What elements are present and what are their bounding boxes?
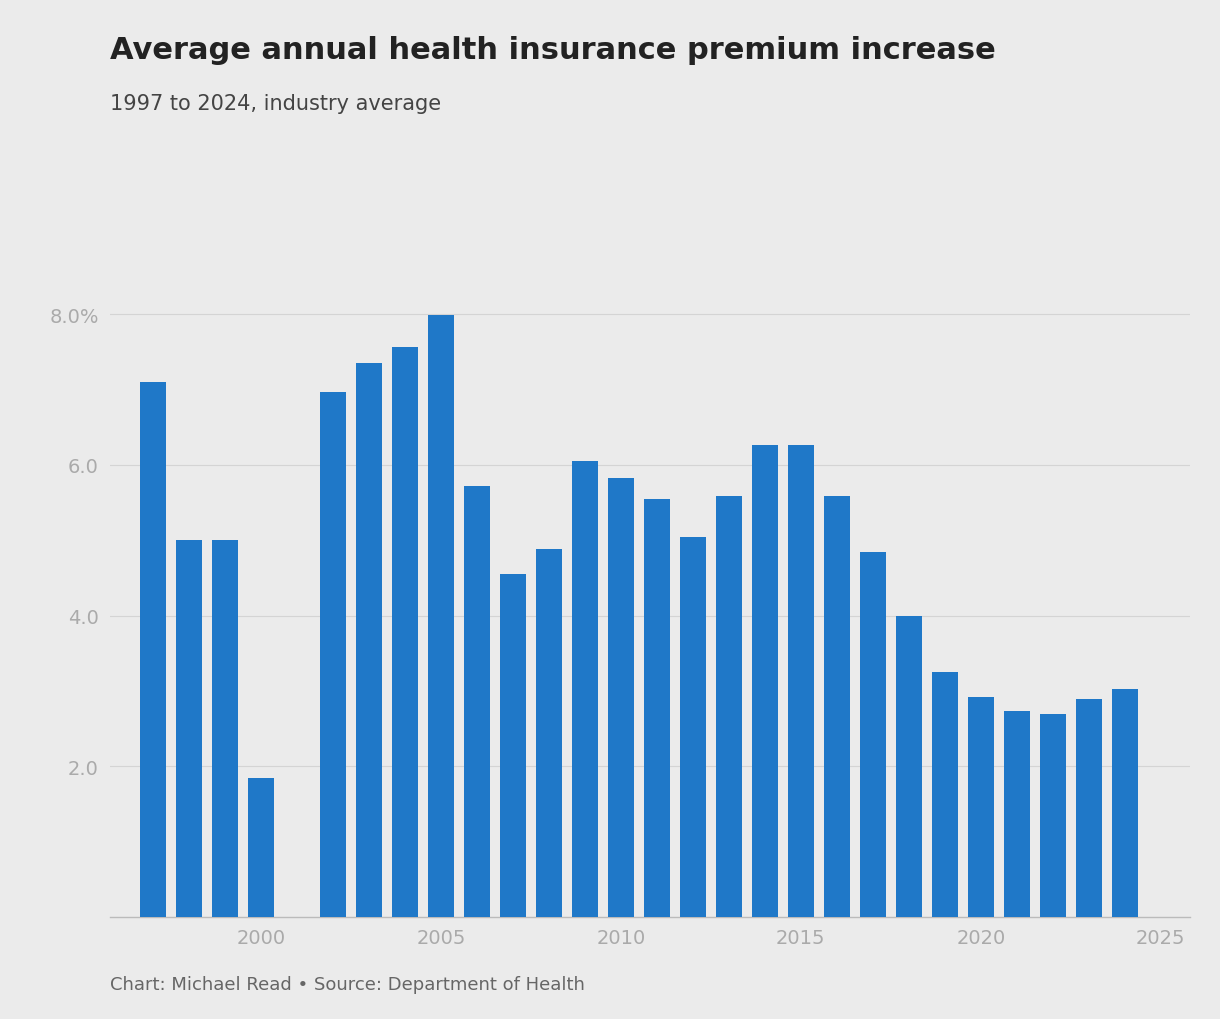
Bar — [320, 392, 346, 917]
Bar — [716, 496, 742, 917]
Bar — [932, 673, 958, 917]
Bar — [1076, 699, 1102, 917]
Bar — [248, 777, 274, 917]
Bar — [608, 478, 634, 917]
Bar — [644, 499, 670, 917]
Bar — [680, 537, 706, 917]
Bar — [176, 541, 203, 917]
Bar — [428, 316, 454, 917]
Bar — [824, 496, 850, 917]
Bar — [140, 383, 166, 917]
Bar — [212, 541, 238, 917]
Bar — [895, 616, 922, 917]
Bar — [356, 364, 382, 917]
Bar — [1111, 689, 1138, 917]
Bar — [536, 550, 562, 917]
Bar — [572, 462, 598, 917]
Bar — [1039, 714, 1066, 917]
Text: Chart: Michael Read • Source: Department of Health: Chart: Michael Read • Source: Department… — [110, 975, 584, 994]
Bar — [788, 445, 814, 917]
Text: Average annual health insurance premium increase: Average annual health insurance premium … — [110, 36, 996, 64]
Bar — [752, 445, 778, 917]
Bar — [967, 697, 994, 917]
Bar — [392, 347, 418, 917]
Bar — [860, 552, 886, 917]
Text: 1997 to 2024, industry average: 1997 to 2024, industry average — [110, 94, 440, 114]
Bar — [464, 486, 490, 917]
Bar — [1004, 711, 1030, 917]
Bar — [500, 575, 526, 917]
